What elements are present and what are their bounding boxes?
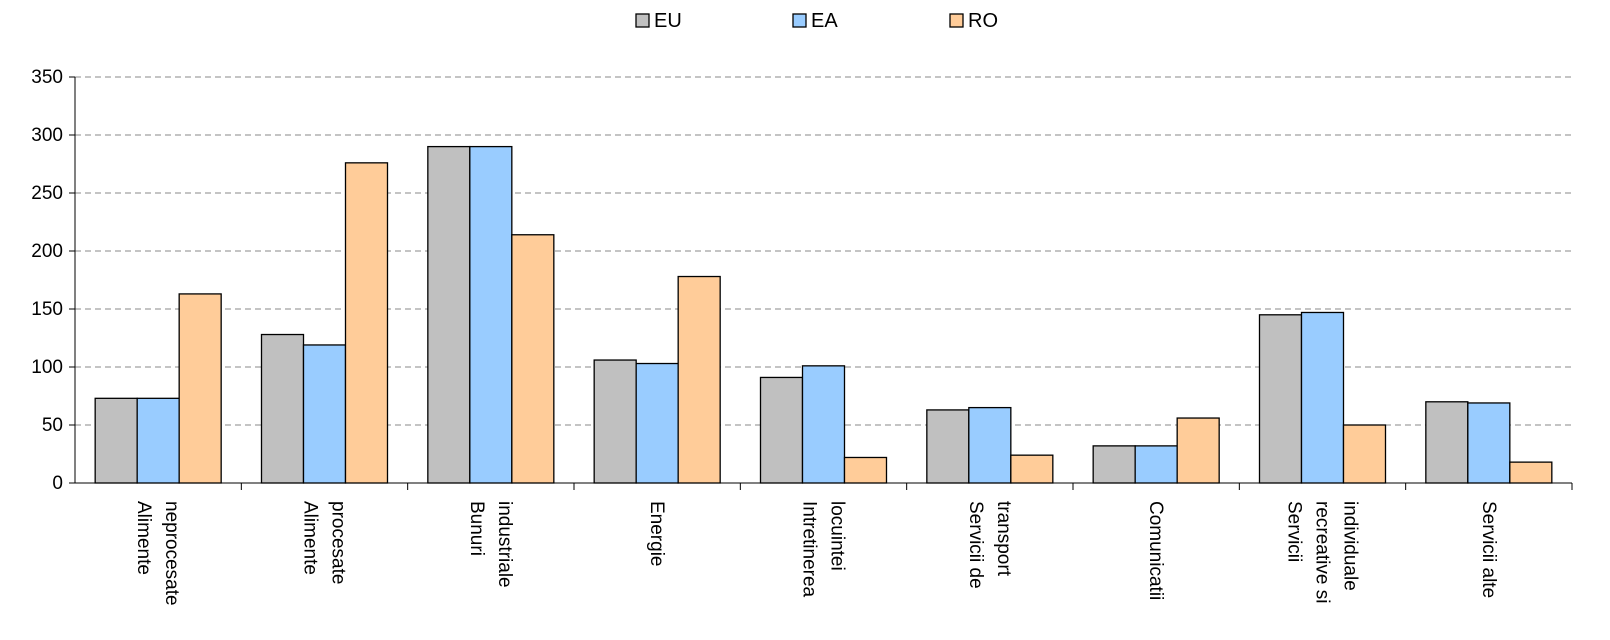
bar-eu (427, 145, 471, 484)
category-label-line: Servicii (1284, 501, 1305, 562)
bar-ea (302, 344, 347, 484)
bar-ro (843, 456, 888, 484)
y-tick-label: 150 (31, 299, 63, 320)
bars (94, 145, 1553, 484)
category-label-line: Intretinerea (799, 501, 820, 598)
bar-eu (593, 359, 637, 484)
category-label: Energie (646, 501, 667, 567)
legend-label-ro: RO (968, 10, 998, 32)
category-label-line: industriale (494, 501, 515, 588)
category-label: Intretinerea locuintei (799, 501, 848, 598)
y-tick-label: 0 (52, 473, 63, 494)
bar-ea (801, 365, 846, 484)
x-axis-labels: Alimente neprocesate Alimente procesate Bunu… (133, 501, 1499, 606)
category-label-line: individuale (1340, 501, 1361, 591)
bar-ro (1342, 424, 1387, 484)
svg-text:Comunicatii: Comunicatii (1145, 501, 1166, 600)
bar-ea (1134, 445, 1178, 484)
bar-ea (1467, 402, 1511, 484)
category-label-line: Alimente (133, 501, 154, 575)
legend-swatch-ro (949, 13, 964, 28)
category-label-line: Comunicatii (1145, 501, 1166, 600)
category-label-line: transport (993, 501, 1014, 577)
bar-ro (1509, 461, 1553, 484)
y-tick-label: 100 (31, 357, 63, 378)
bar-ea (136, 397, 180, 484)
bar-ea (469, 145, 513, 484)
category-label: Alimente procesate (300, 501, 349, 584)
bar-ea (1300, 311, 1345, 484)
svg-text:Servicii alte: Servicii alte (1478, 501, 1499, 598)
category-label: Servicii recreative si individuale (1284, 501, 1361, 603)
legend-label-ea: EA (811, 10, 838, 32)
bar-eu (1258, 314, 1303, 484)
bar-ro (1176, 417, 1220, 484)
bar-ro (178, 293, 222, 484)
category-label-line: locuintei (827, 501, 848, 571)
legend: EU EA RO (635, 10, 998, 32)
y-tick-label: 250 (31, 183, 63, 204)
y-tick-label: 300 (31, 125, 63, 146)
bar-eu (94, 397, 138, 484)
category-label: Alimente neprocesate (133, 501, 182, 606)
bar-ea (968, 406, 1012, 484)
bar-eu (1092, 445, 1136, 484)
y-axis-ticks: 0 50 100 150 200 250 300 350 (31, 67, 75, 494)
bar-ro (511, 234, 555, 484)
category-label-line: neprocesate (161, 501, 182, 606)
svg-text:Energie: Energie (646, 501, 667, 567)
bar-ro (677, 275, 721, 484)
y-tick-label: 50 (42, 415, 63, 436)
bar-ro (344, 162, 389, 484)
category-label-line: procesate (328, 501, 349, 584)
category-label-line: recreative si (1312, 501, 1333, 603)
axes (74, 77, 1573, 490)
category-label: Bunuri industriale (466, 501, 515, 588)
y-tick-label: 350 (31, 67, 63, 88)
category-label-line: Servicii alte (1478, 501, 1499, 598)
category-label: Servicii alte (1478, 501, 1499, 598)
bar-ro (1010, 454, 1054, 484)
category-label: Comunicatii (1145, 501, 1166, 600)
bar-eu (260, 333, 305, 484)
legend-swatch-eu (635, 13, 650, 28)
category-label-line: Energie (646, 501, 667, 567)
category-label-line: Bunuri (466, 501, 487, 556)
legend-label-eu: EU (654, 10, 682, 32)
category-label-line: Servicii de (965, 501, 986, 589)
bar-ea (635, 362, 679, 484)
bar-eu (926, 409, 970, 484)
y-tick-label: 200 (31, 241, 63, 262)
category-label-line: Alimente (300, 501, 321, 575)
bar-eu (759, 376, 804, 484)
legend-swatch-ea (792, 13, 807, 28)
category-label: Servicii de transport (965, 501, 1014, 589)
bar-eu (1425, 401, 1469, 484)
